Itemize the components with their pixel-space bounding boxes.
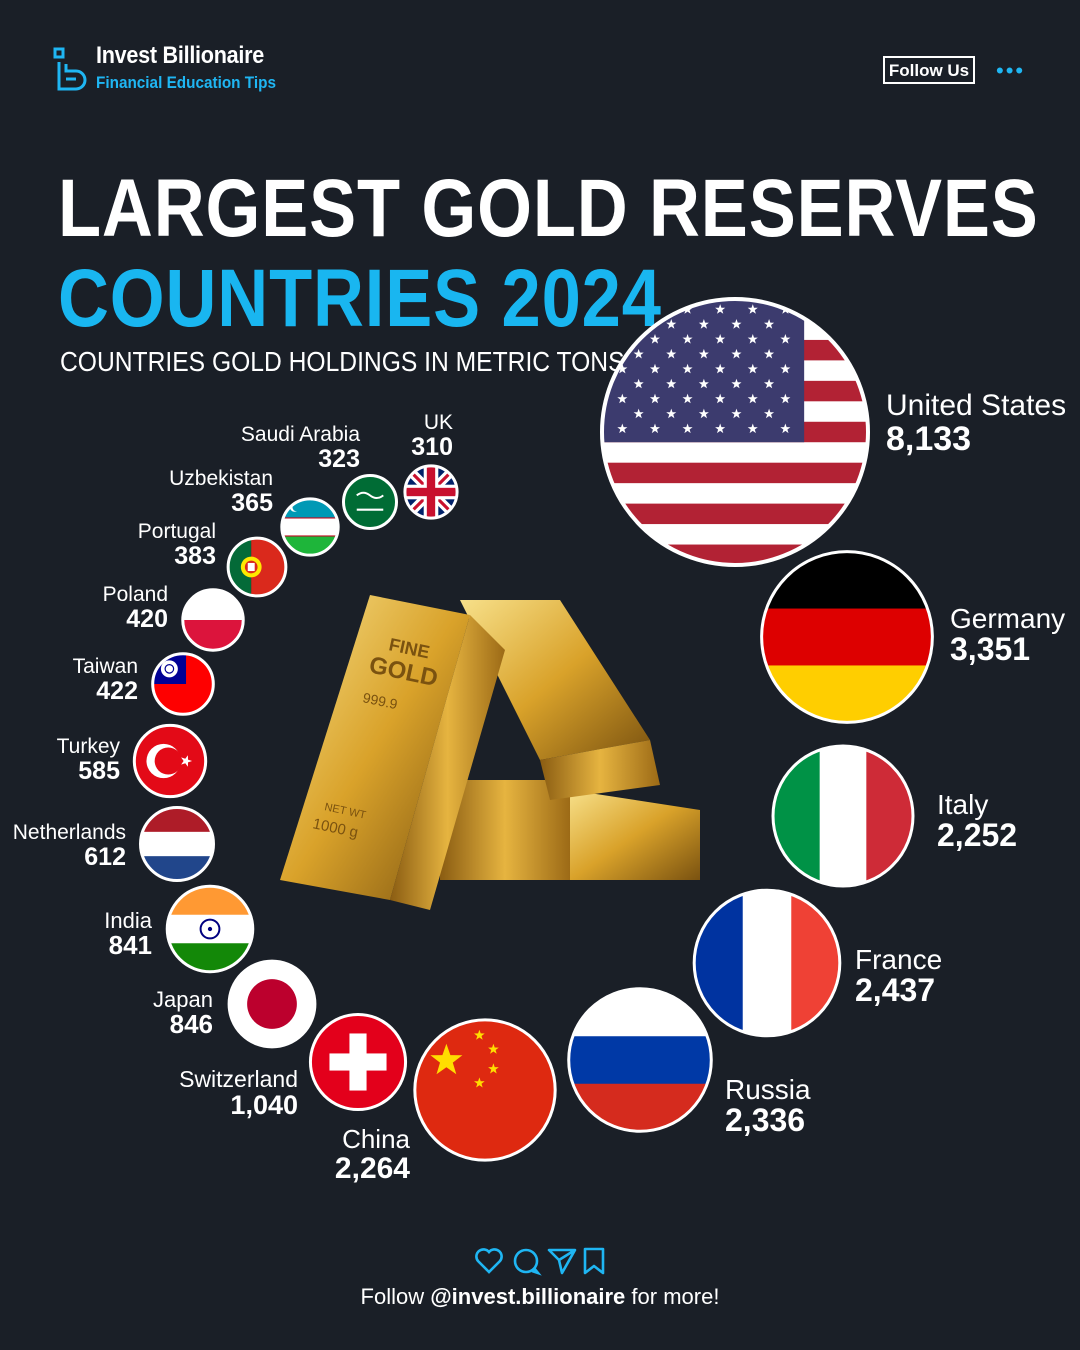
footer-cta: Follow @invest.billionaire for more!	[0, 1284, 1080, 1310]
country-value: 3,351	[950, 631, 1031, 668]
country-value: 310	[411, 433, 453, 462]
flag-bubble-ring	[771, 744, 915, 888]
country-name: Poland	[102, 583, 168, 606]
flag-bubble-ring	[308, 1012, 408, 1112]
label-switzerland: Switzerland 1,040	[148, 1066, 298, 1121]
country-name: Turkey	[56, 735, 120, 758]
country-value: 612	[84, 843, 126, 872]
flag-bubble-ring	[227, 959, 317, 1049]
country-value: 420	[126, 605, 168, 634]
label-saudi-arabia: Saudi Arabia 323	[220, 423, 360, 474]
japan-flag-icon	[229, 961, 315, 1047]
label-uzbekistan: Uzbekistan 365	[143, 467, 273, 518]
chart-subtitle: COUNTRIES GOLD HOLDINGS IN METRIC TONS	[60, 346, 625, 377]
switzerland-flag-icon	[310, 1014, 406, 1110]
share-icon[interactable]	[547, 1248, 577, 1275]
flag-bubble-ring	[139, 806, 215, 882]
country-value: 2,252	[937, 817, 1018, 854]
netherlands-flag-icon	[140, 807, 214, 881]
country-name: United States	[886, 389, 1067, 422]
country-name: China	[342, 1124, 410, 1154]
label-france: France 2,437	[855, 945, 942, 1008]
label-uk: UK 310	[393, 411, 453, 462]
country-name: Taiwan	[72, 655, 138, 678]
brand-tagline: Financial Education Tips	[96, 73, 276, 92]
country-name: Russia	[725, 1074, 811, 1105]
flag-bubble-ring	[151, 652, 215, 716]
saudi-arabia-flag-icon	[343, 475, 397, 529]
country-value: 585	[78, 757, 120, 786]
page-title: LARGEST GOLD RESERVES	[58, 163, 1039, 254]
flag-bubble-ring	[600, 297, 870, 567]
bookmark-icon[interactable]	[583, 1247, 605, 1275]
country-name: Portugal	[137, 520, 216, 543]
country-name: India	[104, 908, 152, 933]
flag-bubble-ring	[280, 497, 340, 557]
country-name: Italy	[937, 789, 989, 820]
flag-bubble-ring	[226, 536, 288, 598]
gold-bars-illustration: FINE GOLD 999.9 NET WT 1000 g	[280, 595, 700, 910]
footer-handle[interactable]: @invest.billionaire	[430, 1284, 626, 1309]
country-value: 383	[174, 542, 216, 571]
country-value: 841	[108, 930, 152, 961]
country-name: Switzerland	[179, 1066, 298, 1092]
flag-bubble-ring	[341, 473, 399, 531]
country-name: France	[855, 944, 943, 975]
flag-bubble-ring	[567, 987, 713, 1133]
country-name: Germany	[950, 603, 1066, 634]
country-value: 323	[318, 445, 360, 474]
flag-bubble-ring	[165, 884, 255, 974]
turkey-flag-icon	[134, 725, 206, 797]
footer-actions	[475, 1247, 605, 1276]
follow-us-button[interactable]: Follow Us	[883, 56, 975, 84]
country-value: 2,437	[855, 972, 936, 1009]
country-name: Netherlands	[12, 821, 126, 844]
country-name: Uzbekistan	[169, 467, 273, 490]
country-value: 846	[169, 1009, 213, 1040]
brand-name: Invest Billionaire	[96, 42, 265, 69]
label-germany: Germany 3,351	[950, 604, 1065, 667]
flag-bubble-ring	[760, 550, 934, 724]
country-name: Japan	[153, 987, 213, 1012]
comment-icon[interactable]	[513, 1248, 542, 1276]
country-value: 8,133	[886, 419, 972, 458]
country-value: 422	[96, 677, 138, 706]
page-title-highlight: COUNTRIES 2024	[58, 253, 662, 344]
country-value: 1,040	[230, 1090, 298, 1121]
label-turkey: Turkey 585	[20, 735, 120, 786]
country-name: UK	[423, 411, 453, 434]
label-china: China 2,264	[280, 1124, 410, 1186]
label-poland: Poland 420	[68, 583, 168, 634]
flag-bubble-ring	[132, 723, 208, 799]
country-value: 2,336	[725, 1102, 806, 1139]
label-japan: Japan 846	[113, 988, 213, 1038]
like-icon[interactable]	[475, 1248, 503, 1274]
footer-prefix: Follow	[360, 1284, 425, 1309]
label-taiwan: Taiwan 422	[38, 655, 138, 706]
flag-bubble-ring	[413, 1018, 557, 1162]
footer-suffix: for more!	[631, 1284, 720, 1309]
taiwan-flag-icon	[152, 653, 214, 715]
label-italy: Italy 2,252	[937, 790, 1017, 853]
label-india: India 841	[52, 909, 152, 959]
china-flag-icon	[414, 1019, 556, 1161]
label-portugal: Portugal 383	[96, 520, 216, 571]
flag-bubble-ring	[181, 588, 245, 652]
flag-bubble-ring	[692, 888, 842, 1038]
label-united-states: United States 8,133	[886, 390, 1066, 457]
country-name: Saudi Arabia	[240, 423, 360, 446]
flag-bubble-ring	[403, 464, 459, 520]
portugal-flag-icon	[228, 538, 286, 596]
country-value: 365	[231, 489, 273, 518]
brand-logo-icon	[53, 47, 87, 91]
bar-text-purity: 999.9	[361, 689, 399, 712]
label-netherlands: Netherlands 612	[6, 821, 126, 872]
country-value: 2,264	[334, 1152, 410, 1186]
more-options-icon[interactable]: •••	[996, 58, 1026, 83]
label-russia: Russia 2,336	[725, 1075, 811, 1138]
